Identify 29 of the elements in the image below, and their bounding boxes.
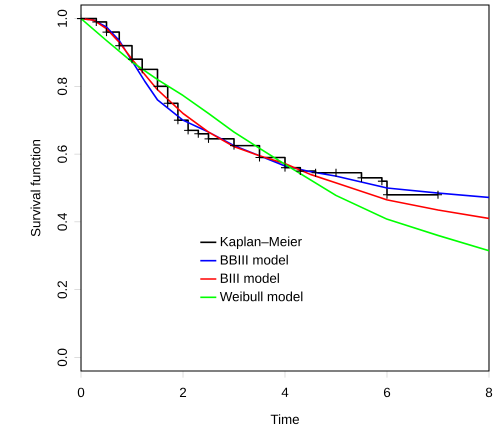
point xyxy=(92,17,101,26)
point xyxy=(76,14,86,24)
point xyxy=(102,28,112,37)
point xyxy=(184,126,193,135)
legend-label: Weibull model xyxy=(220,292,302,302)
legend-label: Kaplan–Meier xyxy=(220,236,302,249)
point xyxy=(254,152,264,162)
legend-label: BIII model xyxy=(220,273,279,283)
y-axis-title: Survival function xyxy=(30,140,40,236)
point xyxy=(173,116,182,125)
legend-label: BBIII model xyxy=(220,254,288,265)
y-tick-label: 0.2 xyxy=(58,281,67,298)
point xyxy=(163,98,172,108)
x-axis-title: Time xyxy=(270,414,299,424)
point xyxy=(311,168,320,178)
x-tick-label: 0 xyxy=(78,388,84,398)
point xyxy=(296,166,305,176)
x-tick-label: 8 xyxy=(486,388,492,398)
y-tick-label: 0.4 xyxy=(58,213,67,231)
point xyxy=(229,141,239,150)
y-tick-label: 1.0 xyxy=(58,10,67,27)
y-tick-label: 0.8 xyxy=(58,78,67,96)
y-tick-label: 0.6 xyxy=(58,145,67,163)
point xyxy=(280,163,290,172)
point xyxy=(114,41,124,50)
x-tick-label: 6 xyxy=(384,388,390,398)
x-tick-label: 4 xyxy=(282,388,288,397)
x-tick-label: 2 xyxy=(180,388,186,398)
y-tick-label: 0.0 xyxy=(58,348,67,366)
